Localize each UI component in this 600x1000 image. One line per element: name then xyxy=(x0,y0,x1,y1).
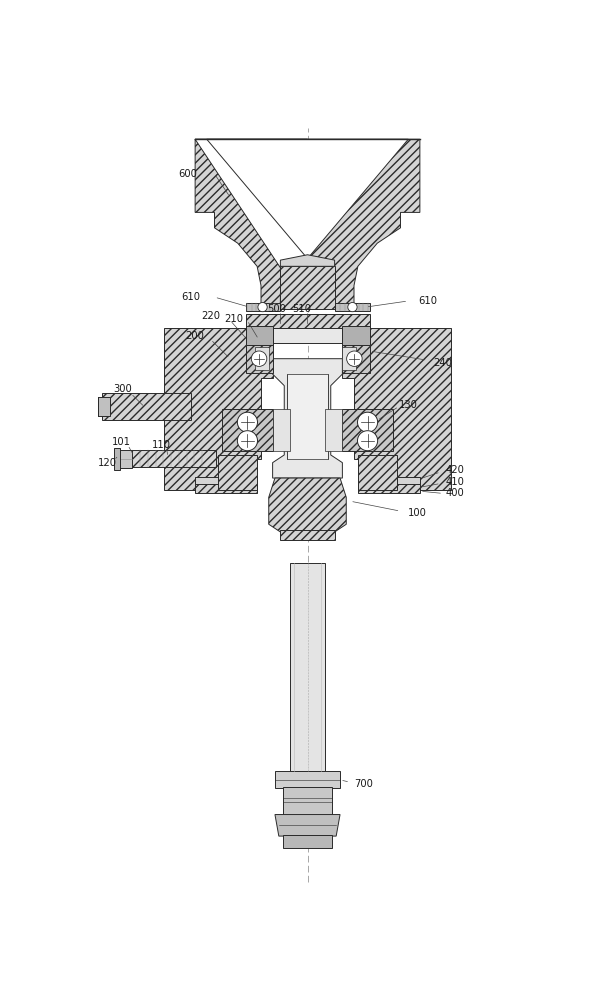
Text: 100: 100 xyxy=(408,508,427,518)
Text: 300: 300 xyxy=(113,384,133,394)
Polygon shape xyxy=(287,374,328,459)
Polygon shape xyxy=(245,345,272,373)
Polygon shape xyxy=(102,393,191,420)
Text: 410: 410 xyxy=(445,477,464,487)
Polygon shape xyxy=(195,139,308,309)
Polygon shape xyxy=(272,409,290,451)
Polygon shape xyxy=(114,448,120,470)
Polygon shape xyxy=(195,477,218,484)
Polygon shape xyxy=(272,359,343,478)
Text: 101: 101 xyxy=(112,437,131,447)
Circle shape xyxy=(348,302,357,312)
Text: 200: 200 xyxy=(185,331,205,341)
Text: 210: 210 xyxy=(224,314,244,324)
Polygon shape xyxy=(131,450,216,466)
Polygon shape xyxy=(290,563,325,771)
Circle shape xyxy=(347,351,362,366)
Polygon shape xyxy=(118,450,133,468)
Circle shape xyxy=(251,351,267,366)
Polygon shape xyxy=(275,815,340,836)
Polygon shape xyxy=(343,345,370,373)
Polygon shape xyxy=(280,266,335,309)
Text: 240: 240 xyxy=(434,358,452,368)
Polygon shape xyxy=(222,409,272,451)
Text: 120: 120 xyxy=(98,458,117,468)
Text: 700: 700 xyxy=(354,779,373,789)
Polygon shape xyxy=(245,303,280,311)
Polygon shape xyxy=(343,326,370,345)
Circle shape xyxy=(238,431,257,451)
Polygon shape xyxy=(195,484,257,493)
Polygon shape xyxy=(245,326,272,345)
Polygon shape xyxy=(255,347,269,370)
Text: 600: 600 xyxy=(178,169,197,179)
Circle shape xyxy=(258,302,267,312)
Polygon shape xyxy=(325,409,343,451)
Polygon shape xyxy=(343,347,356,370)
Polygon shape xyxy=(269,478,346,532)
Text: 400: 400 xyxy=(445,488,464,498)
Polygon shape xyxy=(207,139,408,259)
Polygon shape xyxy=(280,530,335,540)
Circle shape xyxy=(238,412,257,432)
Polygon shape xyxy=(358,484,420,493)
Polygon shape xyxy=(280,255,335,266)
Polygon shape xyxy=(335,303,370,311)
Polygon shape xyxy=(308,139,420,309)
Text: 420: 420 xyxy=(445,465,464,475)
Text: 610: 610 xyxy=(182,292,201,302)
Polygon shape xyxy=(283,835,332,848)
Text: 110: 110 xyxy=(152,440,172,450)
Polygon shape xyxy=(343,409,393,451)
Text: 220: 220 xyxy=(201,311,220,321)
Text: 510: 510 xyxy=(292,304,311,314)
Polygon shape xyxy=(397,477,420,484)
Polygon shape xyxy=(218,455,257,490)
Polygon shape xyxy=(272,328,343,343)
Circle shape xyxy=(358,431,377,451)
Polygon shape xyxy=(343,328,451,490)
Polygon shape xyxy=(283,787,332,815)
Text: 500: 500 xyxy=(267,304,286,314)
Polygon shape xyxy=(245,314,370,328)
Text: 610: 610 xyxy=(418,296,437,306)
Text: 130: 130 xyxy=(399,400,418,410)
Circle shape xyxy=(358,412,377,432)
Polygon shape xyxy=(275,771,340,788)
Polygon shape xyxy=(98,397,110,416)
Polygon shape xyxy=(164,328,272,490)
Polygon shape xyxy=(358,455,397,490)
